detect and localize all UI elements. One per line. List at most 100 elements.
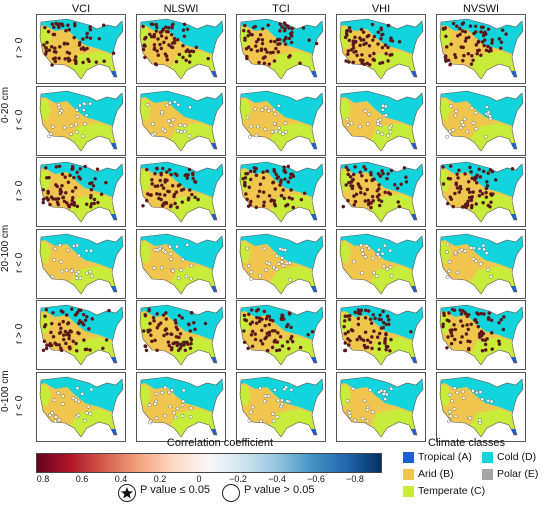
climate-map-panel: [36, 372, 126, 442]
site-marker: [161, 166, 165, 171]
site-marker: [244, 318, 249, 323]
site-marker: [347, 26, 352, 30]
site-marker: [279, 193, 284, 198]
site-marker: [176, 183, 181, 188]
site-marker: [169, 33, 174, 37]
site-marker: [74, 398, 78, 402]
row-label-negative: r < 0: [14, 109, 25, 131]
site-marker: [290, 197, 294, 201]
site-marker: [52, 49, 57, 54]
site-marker: [379, 317, 383, 322]
site-marker: [149, 34, 154, 39]
site-marker: [477, 167, 481, 171]
site-marker: [363, 109, 368, 113]
site-marker: [162, 333, 166, 338]
site-marker: [310, 329, 315, 334]
site-marker: [447, 259, 452, 264]
site-marker: [150, 178, 154, 182]
site-marker: [343, 348, 347, 353]
site-marker: [281, 188, 285, 192]
site-marker: [65, 50, 70, 55]
site-marker: [289, 337, 293, 341]
site-marker: [475, 173, 479, 177]
climate-map-panel: [236, 157, 326, 227]
site-marker: [249, 270, 254, 274]
site-marker: [182, 22, 187, 27]
site-marker: [273, 329, 277, 333]
site-marker: [181, 28, 186, 32]
site-marker: [59, 108, 64, 113]
site-marker: [484, 195, 489, 199]
site-marker: [173, 100, 177, 104]
site-marker: [389, 273, 394, 278]
climate-map-panel: [236, 372, 326, 442]
site-marker: [481, 33, 486, 38]
site-marker: [481, 243, 486, 248]
site-marker: [161, 186, 166, 190]
site-marker: [368, 388, 372, 392]
site-marker: [371, 38, 375, 42]
temperate-west-zone: [440, 27, 451, 49]
site-marker: [471, 257, 476, 261]
site-marker: [353, 35, 357, 40]
site-marker: [143, 313, 148, 318]
site-marker: [499, 40, 504, 44]
site-marker: [262, 61, 267, 66]
site-marker: [252, 169, 257, 174]
site-marker: [480, 348, 485, 353]
site-marker: [290, 26, 295, 31]
site-marker: [390, 39, 395, 43]
site-marker: [188, 346, 193, 351]
site-marker: [461, 205, 466, 209]
site-marker: [449, 42, 453, 46]
site-marker: [404, 175, 408, 179]
site-marker: [43, 314, 47, 318]
us-outline: [139, 376, 224, 438]
site-marker: [259, 48, 264, 53]
site-marker: [388, 129, 393, 134]
site-marker: [184, 49, 188, 54]
site-marker: [75, 386, 80, 390]
site-marker: [351, 386, 356, 391]
polar-label: Polar (E): [497, 468, 539, 480]
temperate-west-zone: [440, 313, 451, 335]
column-header-vci: VCI: [71, 3, 91, 15]
site-marker: [486, 171, 491, 175]
site-marker: [388, 126, 392, 130]
climate-map-panel: [436, 229, 526, 299]
site-marker: [473, 111, 478, 115]
site-marker: [445, 135, 449, 139]
site-marker: [51, 32, 56, 37]
site-marker: [272, 107, 276, 112]
climate-map-panel: [36, 14, 126, 84]
site-marker: [189, 311, 194, 315]
site-marker: [470, 53, 474, 58]
site-marker: [186, 196, 191, 200]
p-value-significant-label: P value ≤ 0.05: [140, 484, 211, 496]
site-marker: [378, 61, 382, 66]
site-marker: [377, 255, 382, 260]
site-marker: [314, 41, 319, 46]
site-marker: [85, 411, 89, 415]
site-marker: [452, 323, 456, 327]
site-marker: [269, 39, 273, 44]
site-marker: [384, 322, 388, 327]
site-marker: [274, 254, 279, 258]
site-marker: [446, 242, 450, 247]
site-marker: [367, 246, 371, 251]
site-marker: [484, 251, 489, 255]
site-marker: [362, 398, 367, 403]
site-marker: [369, 205, 373, 210]
site-marker: [444, 45, 449, 49]
site-marker: [395, 186, 400, 190]
site-marker: [162, 40, 166, 45]
site-marker: [180, 200, 185, 204]
site-marker: [187, 188, 192, 192]
site-marker: [74, 59, 78, 64]
site-marker: [264, 268, 269, 272]
site-marker: [464, 332, 469, 336]
site-marker: [74, 349, 79, 353]
site-marker: [267, 194, 272, 198]
site-marker: [249, 410, 253, 415]
site-marker: [89, 248, 93, 253]
